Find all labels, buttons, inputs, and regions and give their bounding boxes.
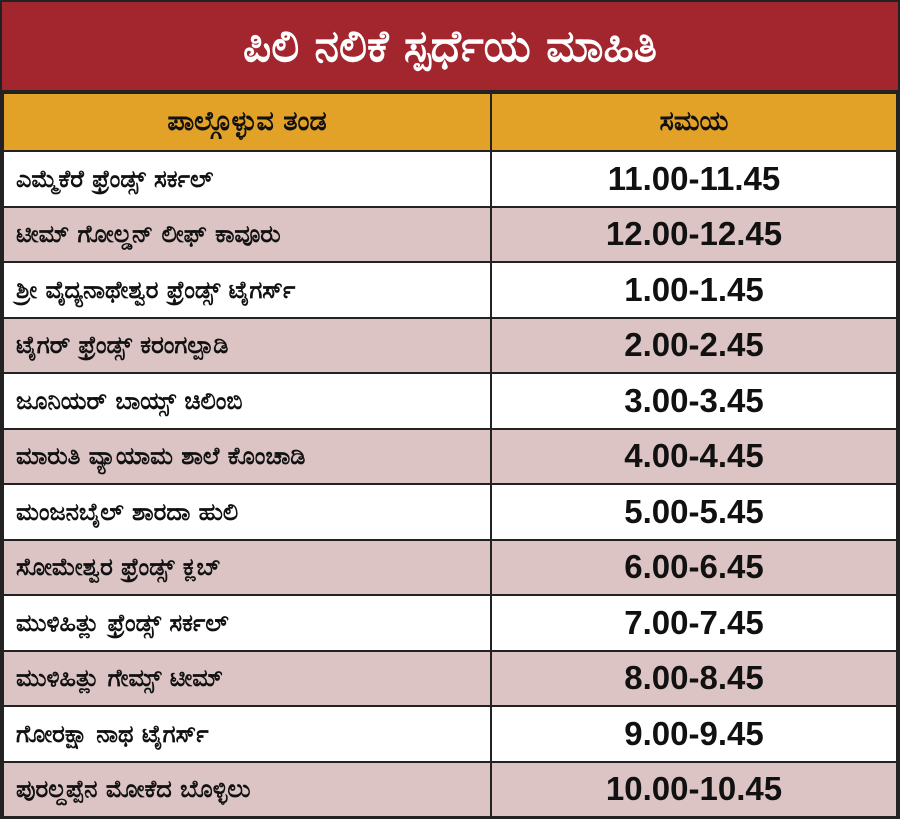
team-cell: ಸೋಮೇಶ್ವರ ಫ್ರೆಂಡ್ಸ್ ಕ್ಲಬ್ — [2, 538, 492, 596]
table-row: ಜೂನಿಯರ್ ಬಾಯ್ಸ್ ಚಿಲಿಂಬಿ 3.00-3.45 — [2, 372, 898, 430]
team-cell: ಟೀಮ್ ಗೋಲ್ಡನ್ ಲೀಫ್ ಕಾವೂರು — [2, 205, 492, 263]
time-cell: 7.00-7.45 — [490, 594, 898, 652]
time-cell: 5.00-5.45 — [490, 483, 898, 541]
table-row: ಟೀಮ್ ಗೋಲ್ಡನ್ ಲೀಫ್ ಕಾವೂರು 12.00-12.45 — [2, 205, 898, 263]
table-row: ಎಮ್ಮೆಕೆರೆ ಫ್ರೆಂಡ್ಸ್ ಸರ್ಕಲ್ 11.00-11.45 — [2, 150, 898, 208]
table-row: ಪುರಲ್ದಪ್ಪೆನ ಮೋಕೆದ ಬೊಳ್ಳಿಲು 10.00-10.45 — [2, 760, 898, 818]
column-header: ಸಮಯ — [490, 92, 898, 152]
time-cell: 2.00-2.45 — [490, 316, 898, 374]
table-row: ಮುಳಿಹಿತ್ಲು ಫ್ರೆಂಡ್ಸ್ ಸರ್ಕಲ್ 7.00-7.45 — [2, 594, 898, 652]
time-cell: 6.00-6.45 — [490, 538, 898, 596]
team-cell: ಪುರಲ್ದಪ್ಪೆನ ಮೋಕೆದ ಬೊಳ್ಳಿಲು — [2, 760, 492, 818]
time-cell: 3.00-3.45 — [490, 372, 898, 430]
time-cell: 4.00-4.45 — [490, 427, 898, 485]
table-row: ಗೋರಕ್ಷಾ ನಾಥ ಟೈಗರ್ಸ್ 9.00-9.45 — [2, 705, 898, 763]
time-cell: 11.00-11.45 — [490, 150, 898, 208]
team-cell: ಎಮ್ಮೆಕೆರೆ ಫ್ರೆಂಡ್ಸ್ ಸರ್ಕಲ್ — [2, 150, 492, 208]
table-body: ಎಮ್ಮೆಕೆರೆ ಫ್ರೆಂಡ್ಸ್ ಸರ್ಕಲ್ 11.00-11.45 ಟೀಮ… — [2, 150, 898, 818]
team-cell: ಮುಳಿಹಿತ್ಲು ಫ್ರೆಂಡ್ಸ್ ಸರ್ಕಲ್ — [2, 594, 492, 652]
time-cell: 12.00-12.45 — [490, 205, 898, 263]
header-row: ಪಾಲ್ಗೊಳ್ಳುವ ತಂಡ ಸಮಯ — [2, 92, 898, 152]
team-cell: ಗೋರಕ್ಷಾ ನಾಥ ಟೈಗರ್ಸ್ — [2, 705, 492, 763]
table-row: ಮಾರುತಿ ವ್ಯಾಯಾಮ ಶಾಲೆ ಕೊಂಚಾಡಿ 4.00-4.45 — [2, 427, 898, 485]
table-row: ಶ್ರೀ ವೈದ್ಯನಾಥೇಶ್ವರ ಫ್ರೆಂಡ್ಸ್ ಟೈಗರ್ಸ್ 1.00… — [2, 261, 898, 319]
time-cell: 9.00-9.45 — [490, 705, 898, 763]
time-cell: 1.00-1.45 — [490, 261, 898, 319]
title: ಪಿಲಿ ನಲಿಕೆ ಸ್ಪರ್ಧೆಯ ಮಾಹಿತಿ — [2, 2, 898, 92]
team-cell: ಮಂಜನಬೈಲ್ ಶಾರದಾ ಹುಲಿ — [2, 483, 492, 541]
team-cell: ಮುಳಿಹಿತ್ಲು ಗೇಮ್ಸ್ ಟೀಮ್ — [2, 649, 492, 707]
team-cell: ಶ್ರೀ ವೈದ್ಯನಾಥೇಶ್ವರ ಫ್ರೆಂಡ್ಸ್ ಟೈಗರ್ಸ್ — [2, 261, 492, 319]
team-cell: ಜೂನಿಯರ್ ಬಾಯ್ಸ್ ಚಿಲಿಂಬಿ — [2, 372, 492, 430]
time-cell: 10.00-10.45 — [490, 760, 898, 818]
column-header: ಪಾಲ್ಗೊಳ್ಳುವ ತಂಡ — [2, 92, 492, 152]
team-cell: ಮಾರುತಿ ವ್ಯಾಯಾಮ ಶಾಲೆ ಕೊಂಚಾಡಿ — [2, 427, 492, 485]
schedule-table: ಪಾಲ್ಗೊಳ್ಳುವ ತಂಡ ಸಮಯ ಎಮ್ಮೆಕೆರೆ ಫ್ರೆಂಡ್ಸ್ … — [2, 92, 898, 818]
table-row: ಟೈಗರ್ ಫ್ರೆಂಡ್ಸ್ ಕರಂಗಲ್ಪಾಡಿ 2.00-2.45 — [2, 316, 898, 374]
team-cell: ಟೈಗರ್ ಫ್ರೆಂಡ್ಸ್ ಕರಂಗಲ್ಪಾಡಿ — [2, 316, 492, 374]
table-row: ಮಂಜನಬೈಲ್ ಶಾರದಾ ಹುಲಿ 5.00-5.45 — [2, 483, 898, 541]
table-row: ಸೋಮೇಶ್ವರ ಫ್ರೆಂಡ್ಸ್ ಕ್ಲಬ್ 6.00-6.45 — [2, 538, 898, 596]
table-row: ಮುಳಿಹಿತ್ಲು ಗೇಮ್ಸ್ ಟೀಮ್ 8.00-8.45 — [2, 649, 898, 707]
time-cell: 8.00-8.45 — [490, 649, 898, 707]
